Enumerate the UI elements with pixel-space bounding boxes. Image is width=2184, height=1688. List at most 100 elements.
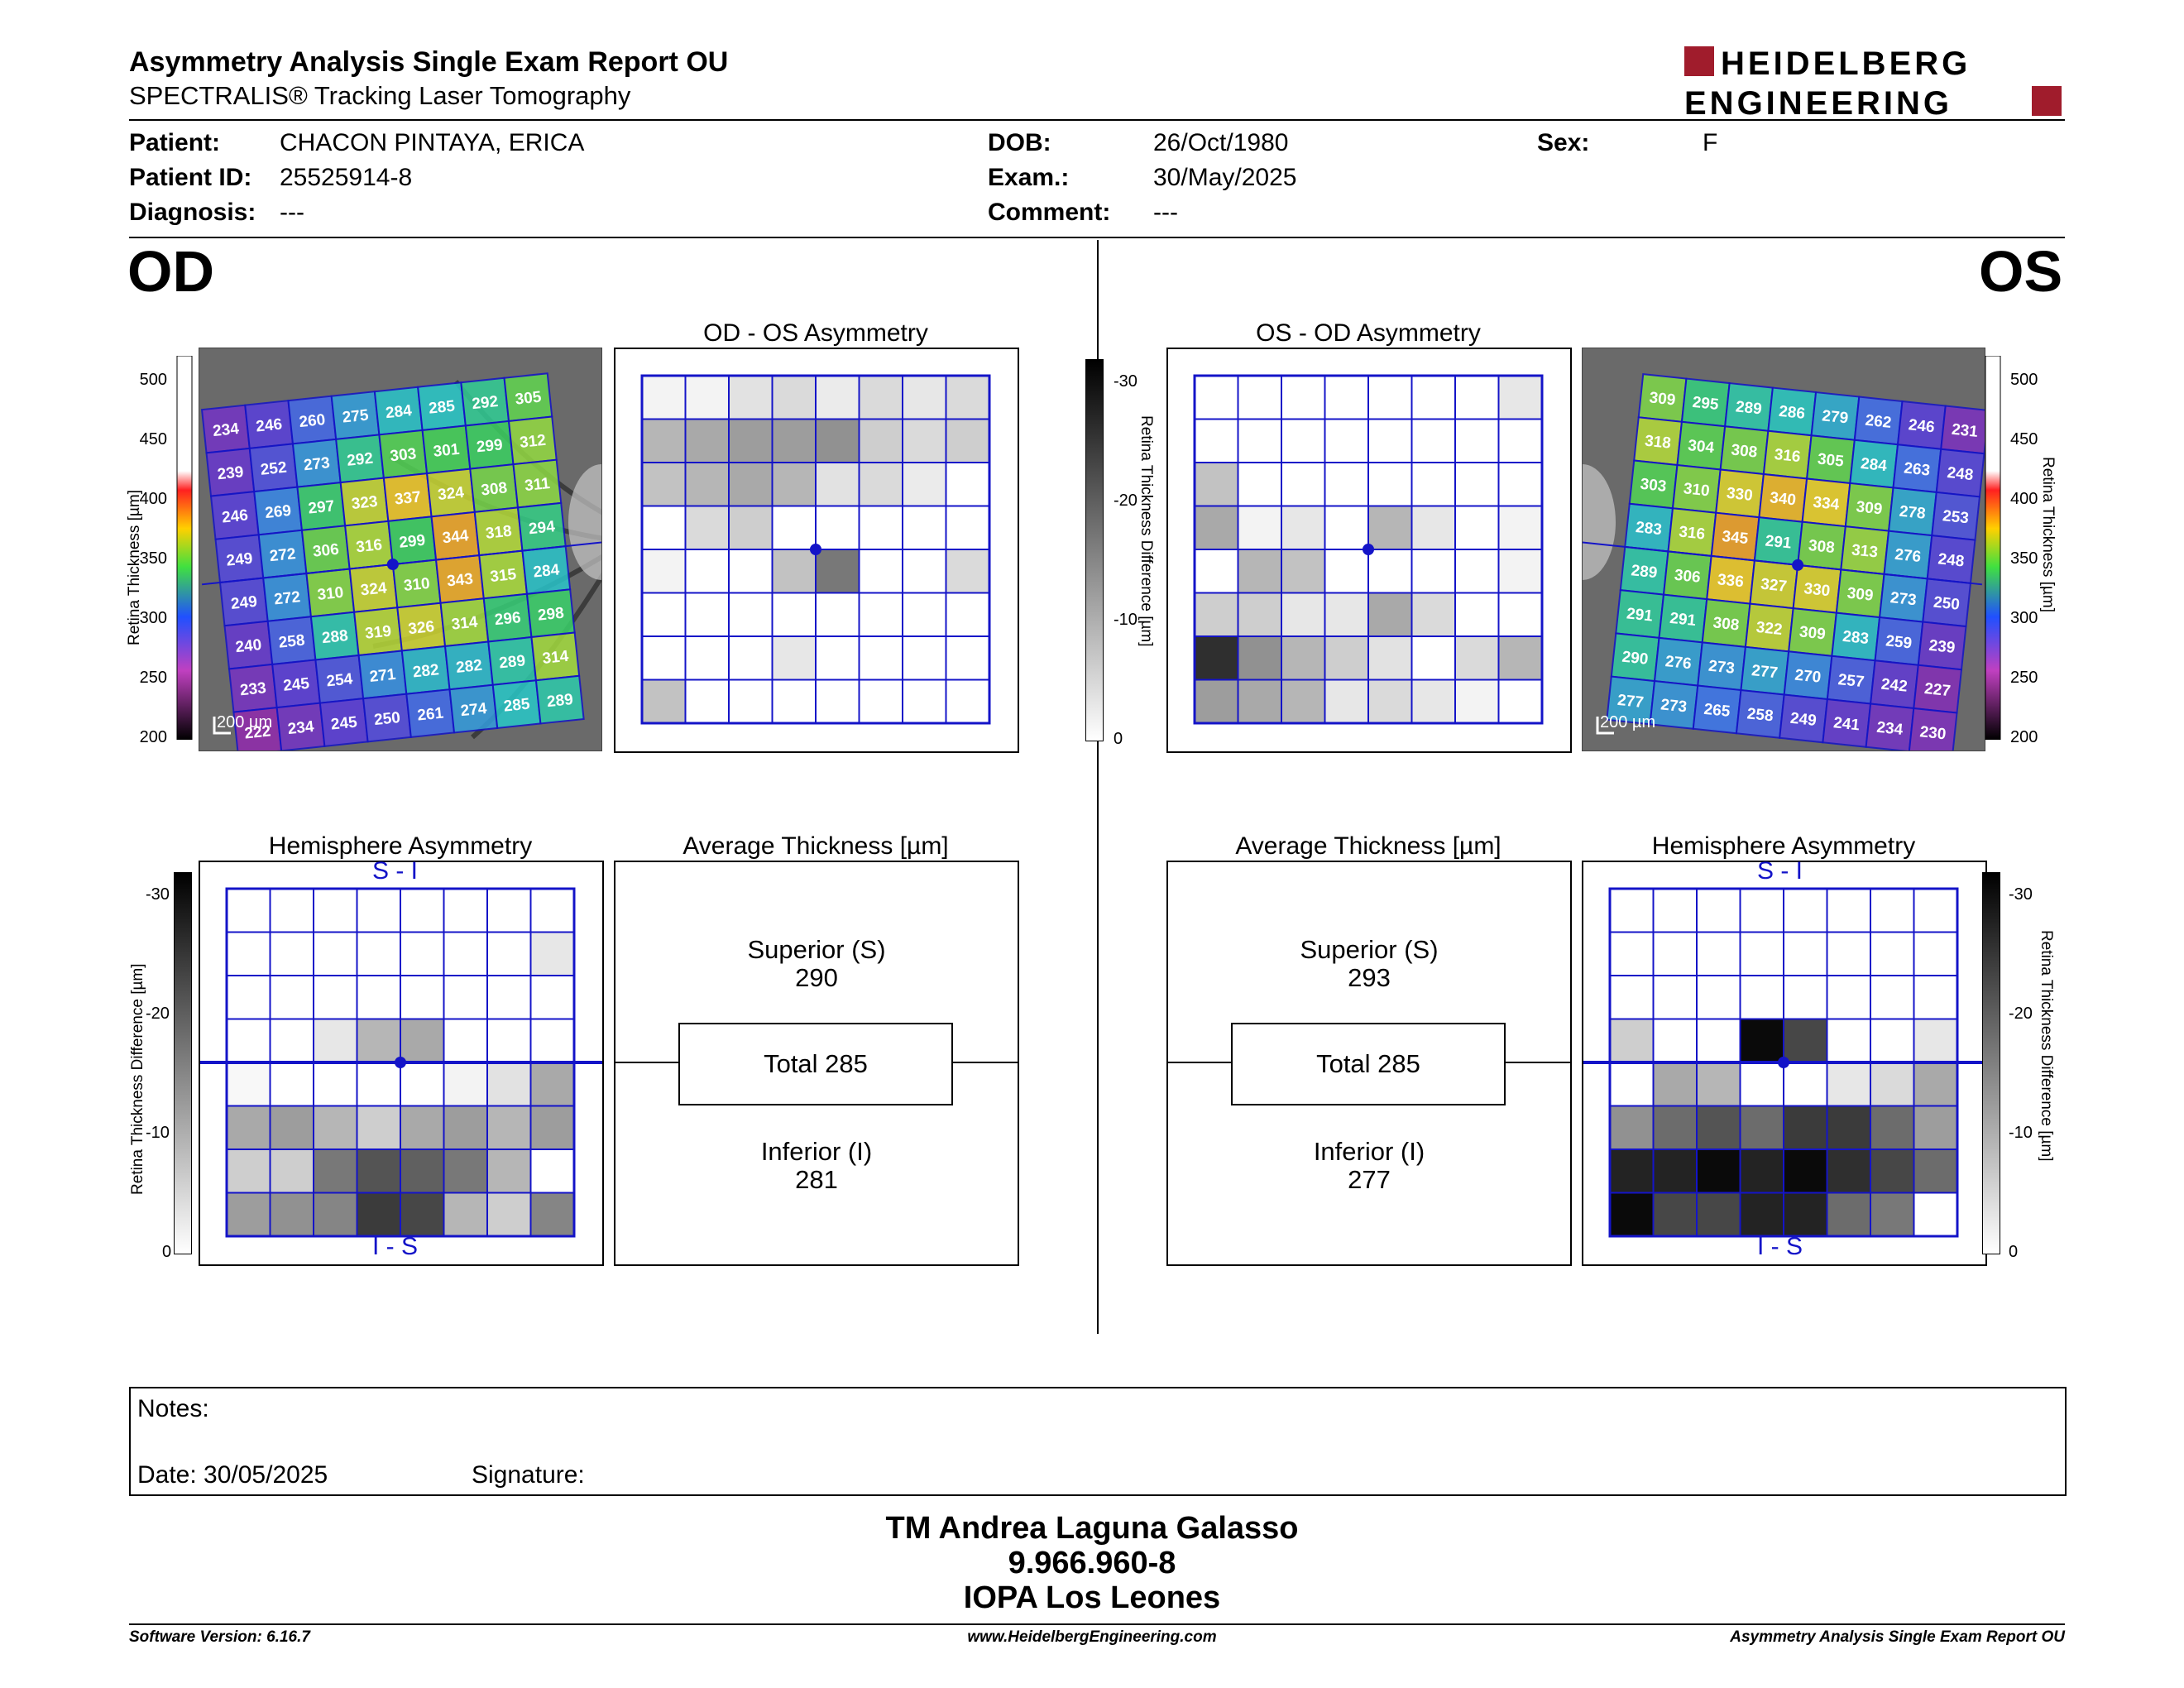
footer-website[interactable]: www.HeidelbergEngineering.com xyxy=(967,1628,1217,1646)
grid-cell xyxy=(529,888,575,933)
grid-cell xyxy=(684,418,730,463)
grid-cell xyxy=(1281,462,1326,507)
grid-cell xyxy=(1826,931,1871,976)
os-hemi-tick-10: -10 xyxy=(2009,1124,2033,1142)
grid-cell xyxy=(1696,1062,1741,1107)
os-asymmetry-title: OS - OD Asymmetry xyxy=(1256,319,1481,347)
grid-cell xyxy=(1739,931,1784,976)
grid-cell xyxy=(269,1149,314,1194)
grid-cell xyxy=(1367,505,1413,550)
thickness-value: 315 xyxy=(489,566,517,586)
grid-cell xyxy=(1237,505,1282,550)
diff-tick-20: -20 xyxy=(1114,492,1138,510)
grid-cell xyxy=(529,1018,575,1063)
grid-cell xyxy=(902,418,947,463)
footer-report: Asymmetry Analysis Single Exam Report OU xyxy=(1730,1628,2065,1646)
sex-value: F xyxy=(1703,129,1718,156)
thickness-tick: 300 xyxy=(139,609,167,627)
grid-cell xyxy=(945,375,990,420)
thickness-value: 234 xyxy=(1875,719,1904,739)
grid-cell xyxy=(1783,1192,1828,1237)
thickness-value: 297 xyxy=(308,497,336,517)
grid-cell xyxy=(771,462,817,507)
thickness-value: 299 xyxy=(398,532,426,552)
grid-cell xyxy=(1194,418,1239,463)
grid-cell xyxy=(902,549,947,594)
thickness-value: 278 xyxy=(1899,503,1927,523)
od-superior-value: 290 xyxy=(795,963,838,992)
thickness-value: 283 xyxy=(1635,519,1663,539)
grid-cell xyxy=(1870,888,1915,933)
thickness-value: 254 xyxy=(326,670,354,690)
thickness-value: 314 xyxy=(451,613,479,633)
thickness-value: 283 xyxy=(1842,628,1870,648)
diff-axis-label: Retina Thickness Difference [µm] xyxy=(1138,415,1155,647)
thickness-value: 288 xyxy=(321,627,349,647)
grid-cell xyxy=(1739,1105,1784,1150)
grid-cell xyxy=(529,1062,575,1107)
grid-cell xyxy=(1410,549,1456,594)
grid-cell xyxy=(356,1192,401,1237)
od-average-panel: Superior (S) 290 Total 285 Inferior (I) … xyxy=(614,861,1019,1266)
grid-cell xyxy=(1913,931,1958,976)
grid-cell xyxy=(356,888,401,933)
grid-cell xyxy=(529,1149,575,1194)
grid-cell xyxy=(529,931,575,976)
grid-cell xyxy=(728,418,774,463)
notes-box[interactable]: Notes: Date: 30/05/2025 Signature: xyxy=(129,1387,2067,1496)
od-eye-label: OD xyxy=(127,239,214,304)
thickness-value: 322 xyxy=(1755,619,1784,639)
grid-cell xyxy=(1367,592,1413,637)
od-hemi-top-label: S - I xyxy=(372,857,419,885)
grid-cell xyxy=(728,635,774,681)
grid-cell xyxy=(1783,1105,1828,1150)
grid-cell xyxy=(400,975,445,1020)
grid-cell xyxy=(1913,1149,1958,1194)
thickness-value: 304 xyxy=(1687,437,1715,457)
thickness-value: 259 xyxy=(1885,632,1913,652)
grid-cell xyxy=(1410,505,1456,550)
grid-cell xyxy=(728,679,774,724)
thickness-tick: 200 xyxy=(2010,728,2038,746)
os-hemi-tick-30: -30 xyxy=(2009,885,2033,904)
grid-cell xyxy=(1410,592,1456,637)
grid-cell xyxy=(486,1192,532,1237)
thickness-tick: 350 xyxy=(2010,549,2038,568)
grid-cell xyxy=(858,592,903,637)
grid-cell xyxy=(1324,462,1369,507)
grid-cell xyxy=(1696,1018,1741,1063)
od-avg-title: Average Thickness [µm] xyxy=(682,832,949,860)
grid-cell xyxy=(400,1105,445,1150)
grid-cell xyxy=(356,1149,401,1194)
grid-cell xyxy=(684,462,730,507)
thickness-value: 314 xyxy=(542,648,570,668)
thickness-value: 308 xyxy=(1712,614,1741,634)
os-thickness-scale xyxy=(1982,355,2004,741)
thickness-value: 330 xyxy=(1726,485,1754,505)
thickness-value: 272 xyxy=(269,545,297,565)
grid-cell xyxy=(1826,1149,1871,1194)
od-hemi-tick-30: -30 xyxy=(146,885,170,904)
thickness-value: 262 xyxy=(1865,412,1893,432)
grid-cell xyxy=(641,679,687,724)
grid-cell xyxy=(641,549,687,594)
grid-cell xyxy=(728,592,774,637)
grid-cell xyxy=(1497,679,1543,724)
grid-cell xyxy=(1410,462,1456,507)
thickness-value: 242 xyxy=(1880,676,1909,696)
thickness-value: 252 xyxy=(260,459,288,479)
thickness-value: 265 xyxy=(1703,701,1731,721)
thickness-value: 258 xyxy=(1746,705,1774,725)
thickness-value: 273 xyxy=(1889,589,1918,609)
signature-id: 9.966.960-8 xyxy=(1008,1546,1176,1580)
thickness-value: 310 xyxy=(317,584,345,604)
thickness-value: 276 xyxy=(1894,546,1922,566)
thickness-value: 344 xyxy=(442,527,470,547)
grid-cell xyxy=(858,418,903,463)
thickness-value: 270 xyxy=(1794,667,1822,687)
grid-cell xyxy=(1652,1192,1698,1237)
thickness-value: 303 xyxy=(390,445,418,465)
thickness-value: 345 xyxy=(1722,528,1750,548)
grid-cell xyxy=(269,975,314,1020)
thickness-value: 273 xyxy=(303,454,331,474)
